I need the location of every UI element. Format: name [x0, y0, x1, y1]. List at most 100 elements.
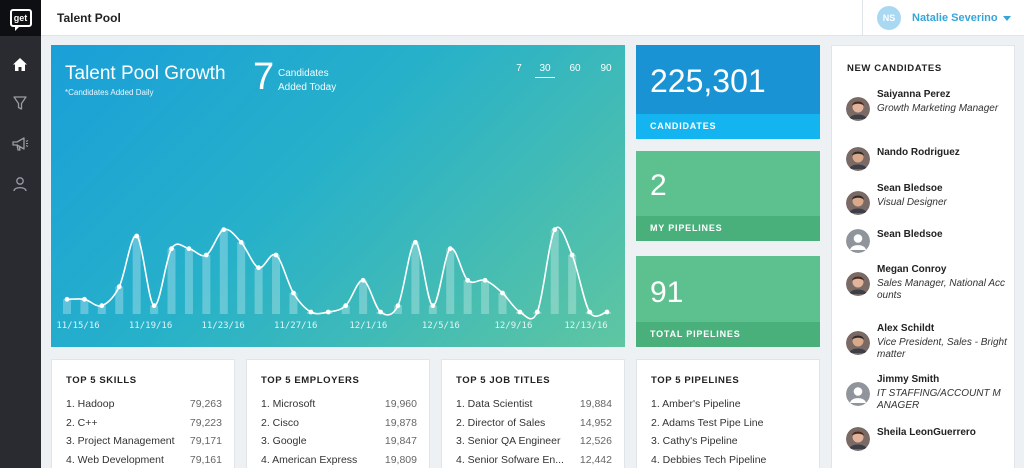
caret-down-icon[interactable] [1003, 16, 1011, 21]
range-7[interactable]: 7 [516, 63, 522, 74]
chart-point[interactable] [82, 296, 87, 302]
range-60[interactable]: 60 [569, 63, 581, 74]
list-item[interactable]: 3. Cathy's Pipeline [651, 435, 738, 447]
megaphone-icon[interactable] [9, 133, 31, 155]
avatar-placeholder-icon[interactable] [846, 382, 870, 406]
avatar[interactable] [846, 331, 870, 355]
funnel-icon[interactable] [9, 92, 31, 114]
growth-title: Talent Pool Growth [65, 63, 226, 84]
x-tick-label: 12/9/16 [494, 321, 532, 331]
chart-point[interactable] [587, 309, 592, 315]
range-90[interactable]: 90 [600, 63, 612, 74]
top-employers-card: TOP 5 EMPLOYERS 1. Microsoft 19,960 2. Ci… [246, 359, 430, 468]
candidates-stat-tile[interactable]: 225,301 CANDIDATES [636, 45, 820, 139]
chart-point[interactable] [378, 309, 383, 315]
avatar[interactable] [846, 427, 870, 451]
chart-point[interactable] [221, 227, 227, 233]
list-item[interactable]: 2. Cisco 19,878 [261, 417, 417, 429]
app-logo[interactable]: get [0, 0, 41, 36]
chart-point[interactable] [447, 246, 453, 252]
candidate-name[interactable]: Sheila LeonGuerrero [877, 427, 976, 438]
chart-point[interactable] [412, 239, 418, 245]
candidate-name[interactable]: Sean Bledsoe [877, 183, 943, 194]
top-bar: Talent Pool NS Natalie Severino [41, 0, 1024, 36]
avatar[interactable] [846, 272, 870, 296]
chart-point[interactable] [99, 303, 105, 309]
my-pipelines-stat-tile[interactable]: 2 MY PIPELINES [636, 151, 820, 241]
home-icon[interactable] [9, 53, 31, 75]
user-menu[interactable]: NS Natalie Severino [862, 0, 1024, 36]
chart-point[interactable] [273, 252, 279, 258]
list-item[interactable]: 4. Debbies Tech Pipeline [651, 454, 767, 466]
list-item[interactable]: 1. Microsoft 19,960 [261, 398, 417, 410]
candidate-name[interactable]: Jimmy Smith [877, 374, 940, 385]
candidate-role: Visual Designer [877, 197, 947, 208]
candidate-name[interactable]: Megan Conroy [877, 264, 947, 275]
list-item[interactable]: 2. C++ 79,223 [66, 417, 222, 429]
avatar[interactable] [846, 97, 870, 121]
chart-point[interactable] [517, 309, 523, 315]
chart-bar [115, 286, 124, 314]
list-item[interactable]: 3. Google 19,847 [261, 435, 417, 447]
chart-point[interactable] [430, 303, 436, 309]
x-tick-label: 12/5/16 [422, 321, 460, 331]
chart-bar [202, 255, 211, 314]
total-pipelines-label: TOTAL PIPELINES [636, 322, 820, 347]
list-item[interactable]: 1. Amber's Pipeline [651, 398, 741, 410]
chart-point[interactable] [308, 309, 314, 315]
list-item[interactable]: 1. Data Scientist 19,884 [456, 398, 612, 410]
avatar[interactable] [846, 147, 870, 171]
range-30[interactable]: 30 [535, 63, 555, 78]
chart-point[interactable] [203, 252, 209, 258]
chart-point[interactable] [534, 309, 540, 315]
list-item[interactable]: 2. Adams Test Pipe Line [651, 417, 764, 429]
chart-bar [341, 305, 350, 314]
chart-point[interactable] [604, 309, 610, 315]
chart-point[interactable] [291, 290, 296, 296]
chart-point[interactable] [343, 303, 349, 309]
user-avatar[interactable]: NS [877, 6, 901, 30]
chart-point[interactable] [360, 277, 366, 283]
chart-bar [184, 248, 193, 314]
top-skills-card: TOP 5 SKILLS 1. Hadoop 79,263 2. C++ 79,22… [51, 359, 235, 468]
chart-point[interactable] [569, 252, 575, 258]
candidate-role: Growth Marketing Manager [877, 103, 999, 114]
chart-point[interactable] [256, 265, 262, 271]
list-item[interactable]: 4. Web Development 79,161 [66, 454, 222, 466]
chart-bar [568, 255, 577, 314]
x-tick-label: 12/13/16 [564, 321, 607, 331]
user-name[interactable]: Natalie Severino [912, 12, 998, 24]
list-item[interactable]: 4. American Express 19,809 [261, 454, 417, 466]
list-item[interactable]: 1. Hadoop 79,263 [66, 398, 222, 410]
avatar-placeholder-icon[interactable] [846, 229, 870, 253]
list-item[interactable]: 2. Director of Sales 14,952 [456, 417, 612, 429]
chart-point[interactable] [325, 309, 331, 315]
growth-chart: 11/15/16 11/19/16 11/23/16 11/27/16 12/1/16 1… [56, 226, 611, 331]
chart-point[interactable] [552, 227, 558, 233]
chart-point[interactable] [395, 303, 401, 309]
list-item[interactable]: 3. Senior QA Engineer 12,526 [456, 435, 612, 447]
chart-point[interactable] [500, 290, 505, 296]
avatar[interactable] [846, 191, 870, 215]
chart-point[interactable] [64, 296, 70, 302]
list-item[interactable]: 3. Project Management 79,171 [66, 435, 222, 447]
candidate-name[interactable]: Nando Rodriguez [877, 147, 960, 158]
candidate-name[interactable]: Saiyanna Perez [877, 89, 951, 100]
chart-point[interactable] [151, 303, 157, 309]
chart-bar [359, 280, 368, 314]
chart-point[interactable] [134, 233, 140, 239]
user-icon[interactable] [9, 173, 31, 195]
chart-point[interactable] [186, 246, 192, 252]
chart-point[interactable] [482, 277, 488, 283]
chart-point[interactable] [169, 246, 174, 252]
total-pipelines-stat-tile[interactable]: 91 TOTAL PIPELINES [636, 256, 820, 347]
chart-bar [463, 280, 472, 314]
chart-point[interactable] [238, 239, 244, 245]
list-item[interactable]: 4. Senior Sofware En... 12,442 [456, 454, 612, 466]
chart-point[interactable] [116, 284, 122, 290]
candidate-name[interactable]: Alex Schildt [877, 323, 935, 334]
candidate-name[interactable]: Sean Bledsoe [877, 229, 943, 240]
top-job-titles-title: TOP 5 JOB TITLES [456, 375, 551, 386]
chart-bar [97, 305, 106, 314]
chart-point[interactable] [465, 277, 471, 283]
